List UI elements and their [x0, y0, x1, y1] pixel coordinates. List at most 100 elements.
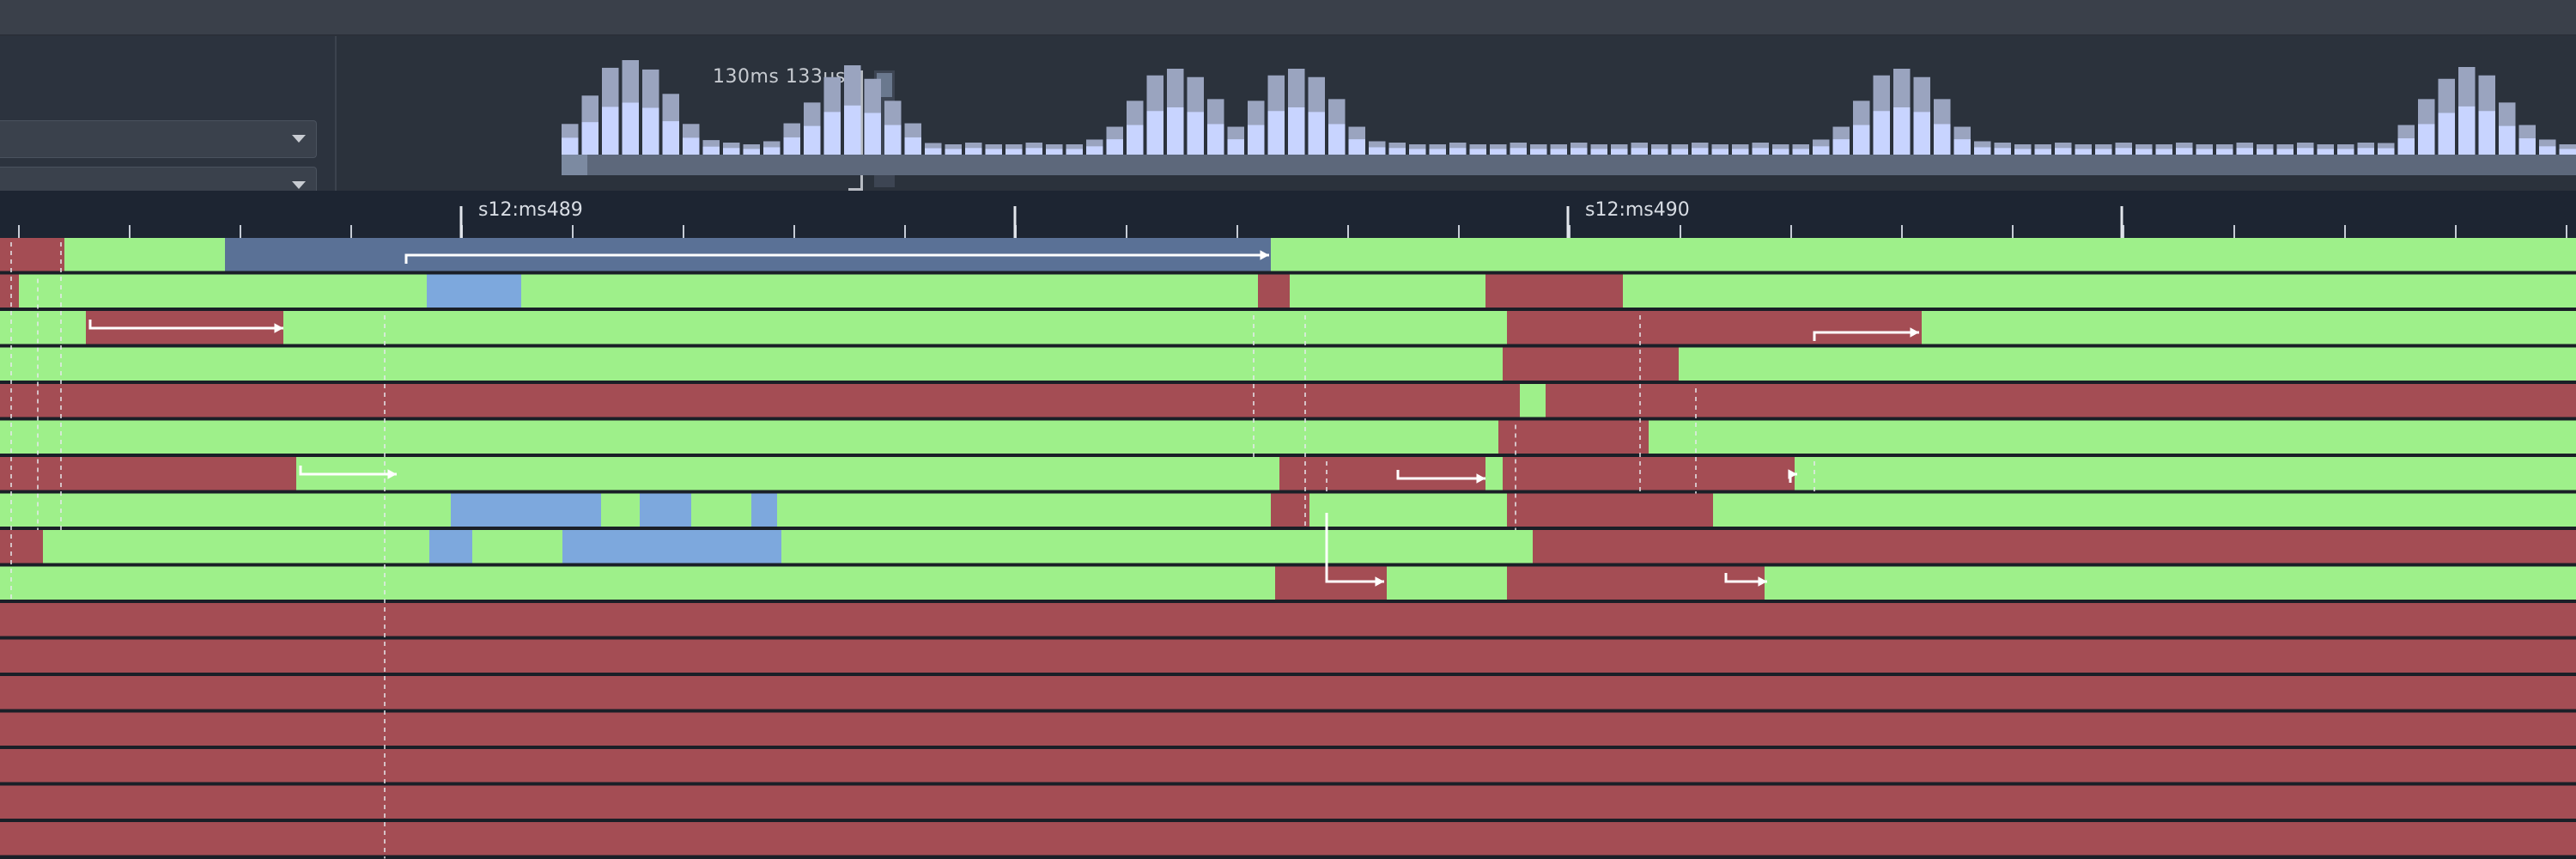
- thread-segment: [1713, 493, 2576, 527]
- thread-segment: [1922, 311, 2576, 344]
- thread-segment: [0, 603, 2576, 637]
- histogram-bar-inner: [2378, 148, 2395, 155]
- histogram-bar-inner: [2297, 148, 2314, 155]
- selected-segment: [451, 493, 601, 527]
- histogram-bar-inner: [1893, 107, 1911, 155]
- thread-segment: [1679, 347, 2576, 381]
- histogram-bar-inner: [2418, 124, 2435, 155]
- thread-segment: [0, 566, 1275, 600]
- ruler-marker-label: s12:ms489: [478, 199, 583, 221]
- time-ruler[interactable]: s12:ms489 s12:ms490: [0, 191, 2576, 238]
- histogram-bar-inner: [965, 148, 982, 155]
- histogram-selection[interactable]: [562, 155, 587, 175]
- thread-segment: [19, 274, 1258, 308]
- histogram-bar-inner: [2014, 149, 2032, 155]
- thread-segment: [1546, 384, 2576, 417]
- thread-segment: [1507, 493, 1713, 527]
- histogram-bar-inner: [1590, 149, 1607, 155]
- track-separator: [0, 454, 2576, 457]
- track-separator: [0, 527, 2576, 530]
- thread-segment: [1387, 566, 1507, 600]
- histogram-bar-inner: [1510, 148, 1527, 155]
- histogram-bar-inner: [1429, 149, 1446, 155]
- histogram-bar-inner: [1086, 146, 1103, 155]
- thread-segment: [1765, 566, 2576, 600]
- track-separator: [0, 417, 2576, 421]
- histogram-bar-inner: [1873, 111, 1890, 155]
- track-separator: [0, 673, 2576, 676]
- track-separator: [0, 709, 2576, 713]
- thread-segment: [1485, 274, 1623, 308]
- histogram-bar-inner: [683, 137, 700, 155]
- thread-segment: [1498, 420, 1649, 454]
- arrowhead-icon: [1788, 469, 1797, 479]
- thread-segment: [0, 457, 296, 490]
- selected-segment: [751, 493, 777, 527]
- histogram-bar-inner: [2438, 113, 2455, 155]
- histogram-bar-inner: [702, 146, 720, 155]
- thread-segment: [1279, 457, 1485, 490]
- histogram-bar-inner: [562, 137, 579, 155]
- track-separator: [0, 490, 2576, 494]
- histogram-bar-inner: [1813, 146, 1830, 155]
- track-separator: [0, 600, 2576, 603]
- track-separator: [0, 344, 2576, 348]
- track-separator: [0, 563, 2576, 567]
- histogram-bar-inner: [925, 148, 942, 155]
- histogram-bar-inner: [581, 122, 598, 155]
- histogram-bar-inner: [783, 137, 800, 155]
- histogram-bar-inner: [844, 105, 861, 155]
- histogram-bar-inner: [1469, 149, 1486, 155]
- histogram-bar-inner: [1449, 148, 1467, 155]
- histogram-bar-inner: [1348, 139, 1365, 155]
- histogram-bar-inner: [1832, 139, 1850, 155]
- arrowhead-icon: [1260, 250, 1269, 260]
- histogram-bars[interactable]: [337, 36, 2576, 191]
- thread-segment: [0, 676, 2576, 710]
- chevron-down-icon: [292, 135, 306, 143]
- title-bar: [0, 0, 2576, 36]
- histogram-bar-inner: [1671, 149, 1688, 155]
- thread-segment: [1503, 347, 1679, 381]
- arrowhead-icon: [274, 323, 283, 333]
- histogram-bar-inner: [1994, 148, 2011, 155]
- histogram-bar-inner: [2196, 149, 2213, 155]
- histogram-bar-inner: [662, 121, 679, 155]
- histogram-bar-inner: [2216, 149, 2233, 155]
- thread-segment: [0, 493, 1271, 527]
- thread-timeline[interactable]: [0, 238, 2576, 859]
- histogram-bar-inner: [864, 113, 881, 155]
- thread-segment: [1507, 566, 1765, 600]
- histogram-bar-inner: [2155, 149, 2172, 155]
- histogram-bar-inner: [1711, 149, 1728, 155]
- histogram-bar-inner: [1288, 107, 1305, 155]
- histogram-bar-inner: [1227, 139, 1244, 155]
- track-separator: [0, 819, 2576, 822]
- thread-segment: [0, 822, 2576, 856]
- histogram-bar-inner: [2559, 149, 2576, 155]
- histogram-bar-inner: [2257, 149, 2274, 155]
- wakeup-arrow: [1325, 513, 1384, 583]
- histogram-bar-inner: [1127, 125, 1144, 155]
- histogram-bar-inner: [763, 147, 781, 155]
- thread-segment: [1309, 493, 1507, 527]
- thread-segment: [1795, 457, 2576, 490]
- thread-tracks[interactable]: [0, 238, 2576, 859]
- histogram-bar-inner: [2539, 146, 2556, 155]
- selected-segment: [427, 274, 521, 308]
- histogram-bar-inner: [2276, 149, 2293, 155]
- histogram-bar-inner: [1106, 139, 1123, 155]
- thread-segment: [1520, 384, 1546, 417]
- histogram-bar-inner: [1187, 112, 1204, 155]
- histogram-timeline-scrubber[interactable]: [562, 155, 2576, 175]
- thread-segment: [0, 420, 1498, 454]
- ruler-ticks: [18, 206, 2567, 238]
- wakeup-arrow: [1396, 470, 1485, 480]
- histogram-bar-inner: [823, 112, 841, 155]
- thread-segment: [0, 384, 1520, 417]
- histogram-bar-inner: [723, 148, 740, 155]
- selected-segment: [429, 530, 472, 564]
- histogram-bar-inner: [1913, 112, 1930, 155]
- filter-dropdown-1[interactable]: [0, 120, 317, 158]
- histogram-bar-inner: [1146, 111, 1163, 155]
